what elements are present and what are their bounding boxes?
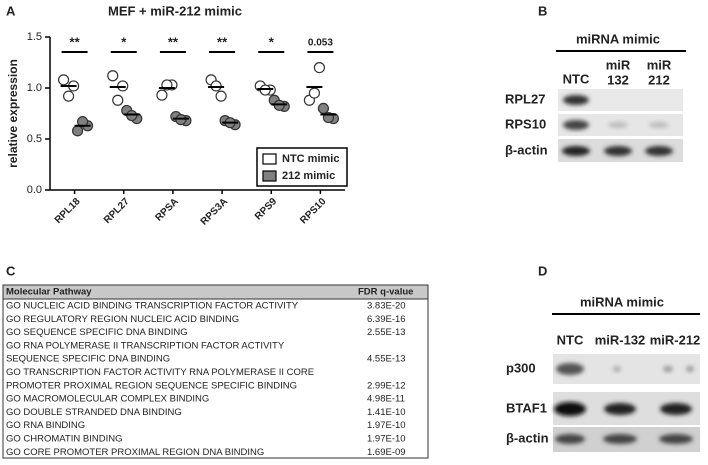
lane-label: NTC	[557, 332, 584, 347]
data-point	[156, 89, 168, 101]
x-tick-label: RPS10	[298, 196, 328, 226]
data-point	[112, 94, 124, 106]
legend-swatch	[262, 153, 277, 165]
data-point	[273, 99, 285, 111]
significance-label: **	[217, 34, 228, 49]
pathway-name: GO SEQUENCE SPECIFIC DNA BINDING	[6, 327, 188, 338]
data-point	[308, 87, 321, 99]
pathway-name: SEQUENCE SPECIFIC DNA BINDING	[6, 354, 170, 365]
lane-label: miR-212	[650, 332, 701, 347]
blot-d-image	[553, 354, 700, 452]
significance-label: 0.053	[308, 38, 333, 49]
fdr-value: 2.99E-12	[367, 380, 406, 391]
data-point	[62, 90, 75, 102]
pathway-name: GO RNA POLYMERASE II TRANSCRIPTION FACTO…	[6, 340, 285, 351]
chart-title: MEF + miR-212 mimic	[108, 3, 242, 18]
table-header: FDR q-value	[358, 287, 413, 298]
y-tick-label: 1.5	[27, 31, 42, 43]
fdr-value: 3.83E-20	[367, 301, 406, 312]
row-label: RPL27	[505, 91, 545, 106]
pathway-name: GO CORE PROMOTER PROXIMAL REGION DNA BIN…	[6, 447, 264, 458]
row-label: β-actin	[505, 142, 548, 157]
row-label: BTAF1	[506, 400, 547, 415]
pathway-name: GO REGULATORY REGION NUCLEIC ACID BINDIN…	[6, 314, 239, 325]
significance-label: **	[168, 34, 179, 49]
lane-label: miR	[647, 57, 672, 72]
data-point	[317, 102, 330, 115]
data-point	[117, 80, 129, 92]
pathway-name: GO MACROMOLECULAR COMPLEX BINDING	[6, 394, 209, 405]
fdr-value: 1.97E-10	[367, 420, 406, 431]
x-tick-label: RPL27	[102, 196, 132, 226]
lane-label: 212	[648, 72, 670, 87]
panel-label: B	[538, 3, 547, 18]
x-tick-label: RPL18	[53, 196, 83, 226]
table-header-bg	[2, 284, 429, 300]
data-point	[71, 125, 84, 137]
fdr-value: 4.98E-11	[367, 394, 405, 405]
lane-label: 132	[607, 72, 629, 87]
row-label: β-actin	[506, 430, 549, 445]
lane-label: miR-132	[595, 332, 646, 347]
significance-label: *	[121, 34, 127, 49]
pathway-name: GO TRANSCRIPTION FACTOR ACTIVITY RNA POL…	[6, 367, 314, 378]
y-tick-label: 0.0	[27, 184, 42, 196]
y-tick-label: 0.5	[27, 133, 42, 145]
row-label: RPS10	[505, 116, 546, 131]
pathway-name: PROMOTER PROXIMAL REGION SEQUENCE SPECIF…	[6, 380, 297, 391]
pathway-name: GO CHROMATIN BINDING	[6, 434, 122, 445]
data-point	[107, 70, 119, 82]
x-tick-label: RPS9	[253, 196, 280, 223]
legend-label: NTC mimic	[282, 153, 339, 165]
row-label: p300	[506, 360, 536, 375]
panel-label: C	[6, 263, 16, 278]
legend-swatch	[262, 170, 277, 182]
significance-label: *	[269, 34, 275, 49]
blot-b-image	[558, 89, 683, 162]
data-point	[57, 74, 70, 86]
y-axis-label: relative expression	[6, 59, 20, 168]
fdr-value: 1.69E-09	[367, 447, 406, 458]
data-point	[126, 109, 138, 122]
x-tick-label: RPS3A	[199, 196, 230, 227]
lane-label: miR	[606, 57, 631, 72]
pathway-name: GO DOUBLE STRANDED DNA BINDING	[6, 407, 182, 418]
table-header: Molecular Pathway	[6, 287, 92, 298]
fdr-value: 4.55E-13	[367, 354, 406, 365]
y-tick-label: 1.0	[27, 82, 42, 94]
data-point	[210, 80, 222, 92]
data-point	[259, 84, 271, 96]
significance-label: **	[70, 34, 81, 49]
panel-label: D	[538, 263, 547, 278]
table-border	[2, 284, 429, 459]
data-point	[313, 61, 326, 74]
blot-header: miRNA mimic	[580, 294, 664, 309]
lane-label: NTC	[563, 71, 590, 86]
pathway-name: GO NUCLEIC ACID BINDING TRANSCRIPTION FA…	[6, 301, 299, 312]
fdr-value: 2.55E-13	[367, 327, 406, 338]
panel-label: A	[6, 3, 16, 18]
fdr-value: 1.97E-10	[367, 434, 406, 445]
data-point	[175, 114, 187, 126]
data-point	[215, 90, 227, 102]
fdr-value: 6.39E-16	[367, 314, 406, 325]
pathway-name: GO RNA BINDING	[6, 420, 85, 431]
legend-label: 212 mimic	[282, 170, 335, 182]
x-tick-label: RPSA	[153, 196, 180, 223]
blot-header: miRNA mimic	[576, 31, 660, 46]
fdr-value: 1.41E-10	[367, 407, 406, 418]
